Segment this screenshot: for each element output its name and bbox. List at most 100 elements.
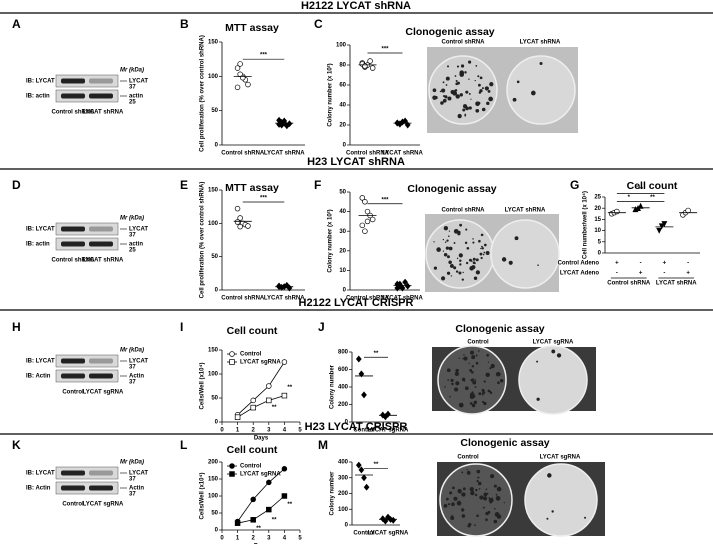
colony (471, 370, 474, 374)
blot (55, 222, 119, 236)
colony (453, 266, 457, 270)
colony (451, 382, 454, 386)
annotation: ** (256, 526, 261, 532)
colony (482, 506, 485, 509)
sig-label: *** (260, 53, 268, 59)
chart-title: Cell count (227, 444, 278, 456)
y-tick-label: 150 (208, 348, 219, 354)
colony (489, 391, 493, 395)
legend-marker (229, 471, 235, 477)
panel-letter: L (180, 438, 187, 452)
colony (490, 474, 495, 479)
colony (536, 397, 540, 401)
y-tick-label: 15 (594, 217, 601, 223)
colony (448, 230, 451, 232)
series-line (237, 361, 285, 416)
band (61, 93, 85, 99)
point (358, 370, 365, 378)
colony (450, 90, 455, 95)
y-tick-label: 0 (598, 251, 602, 257)
colony (481, 393, 484, 396)
x-tick-label: Control shRNA (221, 151, 265, 157)
colony (480, 247, 482, 250)
x-tick-label: LYCAT sgRNA (368, 428, 409, 434)
colony (460, 64, 465, 68)
colony (457, 113, 462, 119)
colony (443, 226, 449, 231)
colony (464, 71, 467, 74)
band (61, 373, 85, 379)
colony (455, 270, 459, 273)
point (250, 496, 256, 503)
point (245, 81, 251, 88)
x-tick-label: LYCAT shRNA (382, 296, 423, 302)
y-axis-label: Cells/Well (x10⁴) (200, 473, 206, 520)
band (89, 93, 113, 99)
colony (461, 471, 464, 474)
point (402, 117, 408, 125)
lane-label: LYCAT sgRNA (83, 502, 124, 508)
panel-letter: D (12, 178, 21, 192)
colony (445, 84, 448, 86)
colony (471, 365, 475, 368)
y-tick-label: 0 (215, 528, 219, 534)
y-axis-label: Colony number (330, 471, 336, 516)
colony (454, 387, 459, 392)
colony (477, 101, 481, 105)
point (385, 410, 391, 418)
photo-label: Control (467, 340, 489, 346)
band-mw: 37 (129, 233, 136, 239)
colony (458, 357, 460, 359)
colony (442, 81, 445, 84)
panel-letter: A (12, 17, 21, 31)
lane-label: LYCAT sgRNA (83, 390, 124, 396)
row-title: H2122 LYCAT shRNA (301, 0, 411, 12)
colony (455, 82, 459, 86)
y-tick-label: 400 (338, 460, 349, 466)
point (234, 84, 241, 91)
band (61, 470, 85, 476)
colony (468, 362, 470, 364)
band (61, 226, 85, 232)
sig-label: * (628, 195, 631, 201)
annotation: ** (272, 517, 277, 523)
band (89, 226, 113, 232)
condition-name: LYCAT Adeno (560, 271, 599, 277)
band-name: Actin (129, 374, 144, 380)
colony (456, 500, 462, 506)
mr-label: Mr (kDa) (120, 68, 144, 74)
point (404, 282, 411, 290)
band-mw: 37 (129, 477, 136, 483)
x-tick-label: 2 (252, 536, 256, 542)
colony (474, 493, 478, 497)
y-tick-label: 10 (594, 228, 601, 234)
point (361, 474, 367, 482)
colony (463, 356, 468, 361)
chart-title: Clonogenic assay (455, 323, 544, 335)
colony (516, 80, 520, 84)
point (359, 222, 366, 229)
point (266, 383, 272, 389)
photo-label: Control shRNA (442, 40, 486, 46)
colony (483, 492, 488, 497)
colony (483, 251, 486, 254)
colony (482, 253, 485, 256)
colony (450, 515, 454, 518)
band-name: LYCAT (129, 359, 148, 365)
y-tick-label: 20 (594, 206, 601, 212)
y-tick-label: 50 (211, 108, 218, 114)
band (89, 78, 113, 84)
colony (469, 402, 473, 405)
dish (506, 55, 576, 125)
colony (455, 79, 458, 82)
blot (55, 237, 119, 251)
point (363, 483, 370, 491)
chart-title: Cell count (627, 180, 678, 192)
colony (462, 108, 466, 112)
colony (471, 403, 476, 408)
colony (469, 394, 475, 400)
point (355, 355, 362, 363)
y-tick-label: 50 (339, 190, 346, 196)
colony (455, 381, 460, 386)
colony (488, 496, 491, 499)
